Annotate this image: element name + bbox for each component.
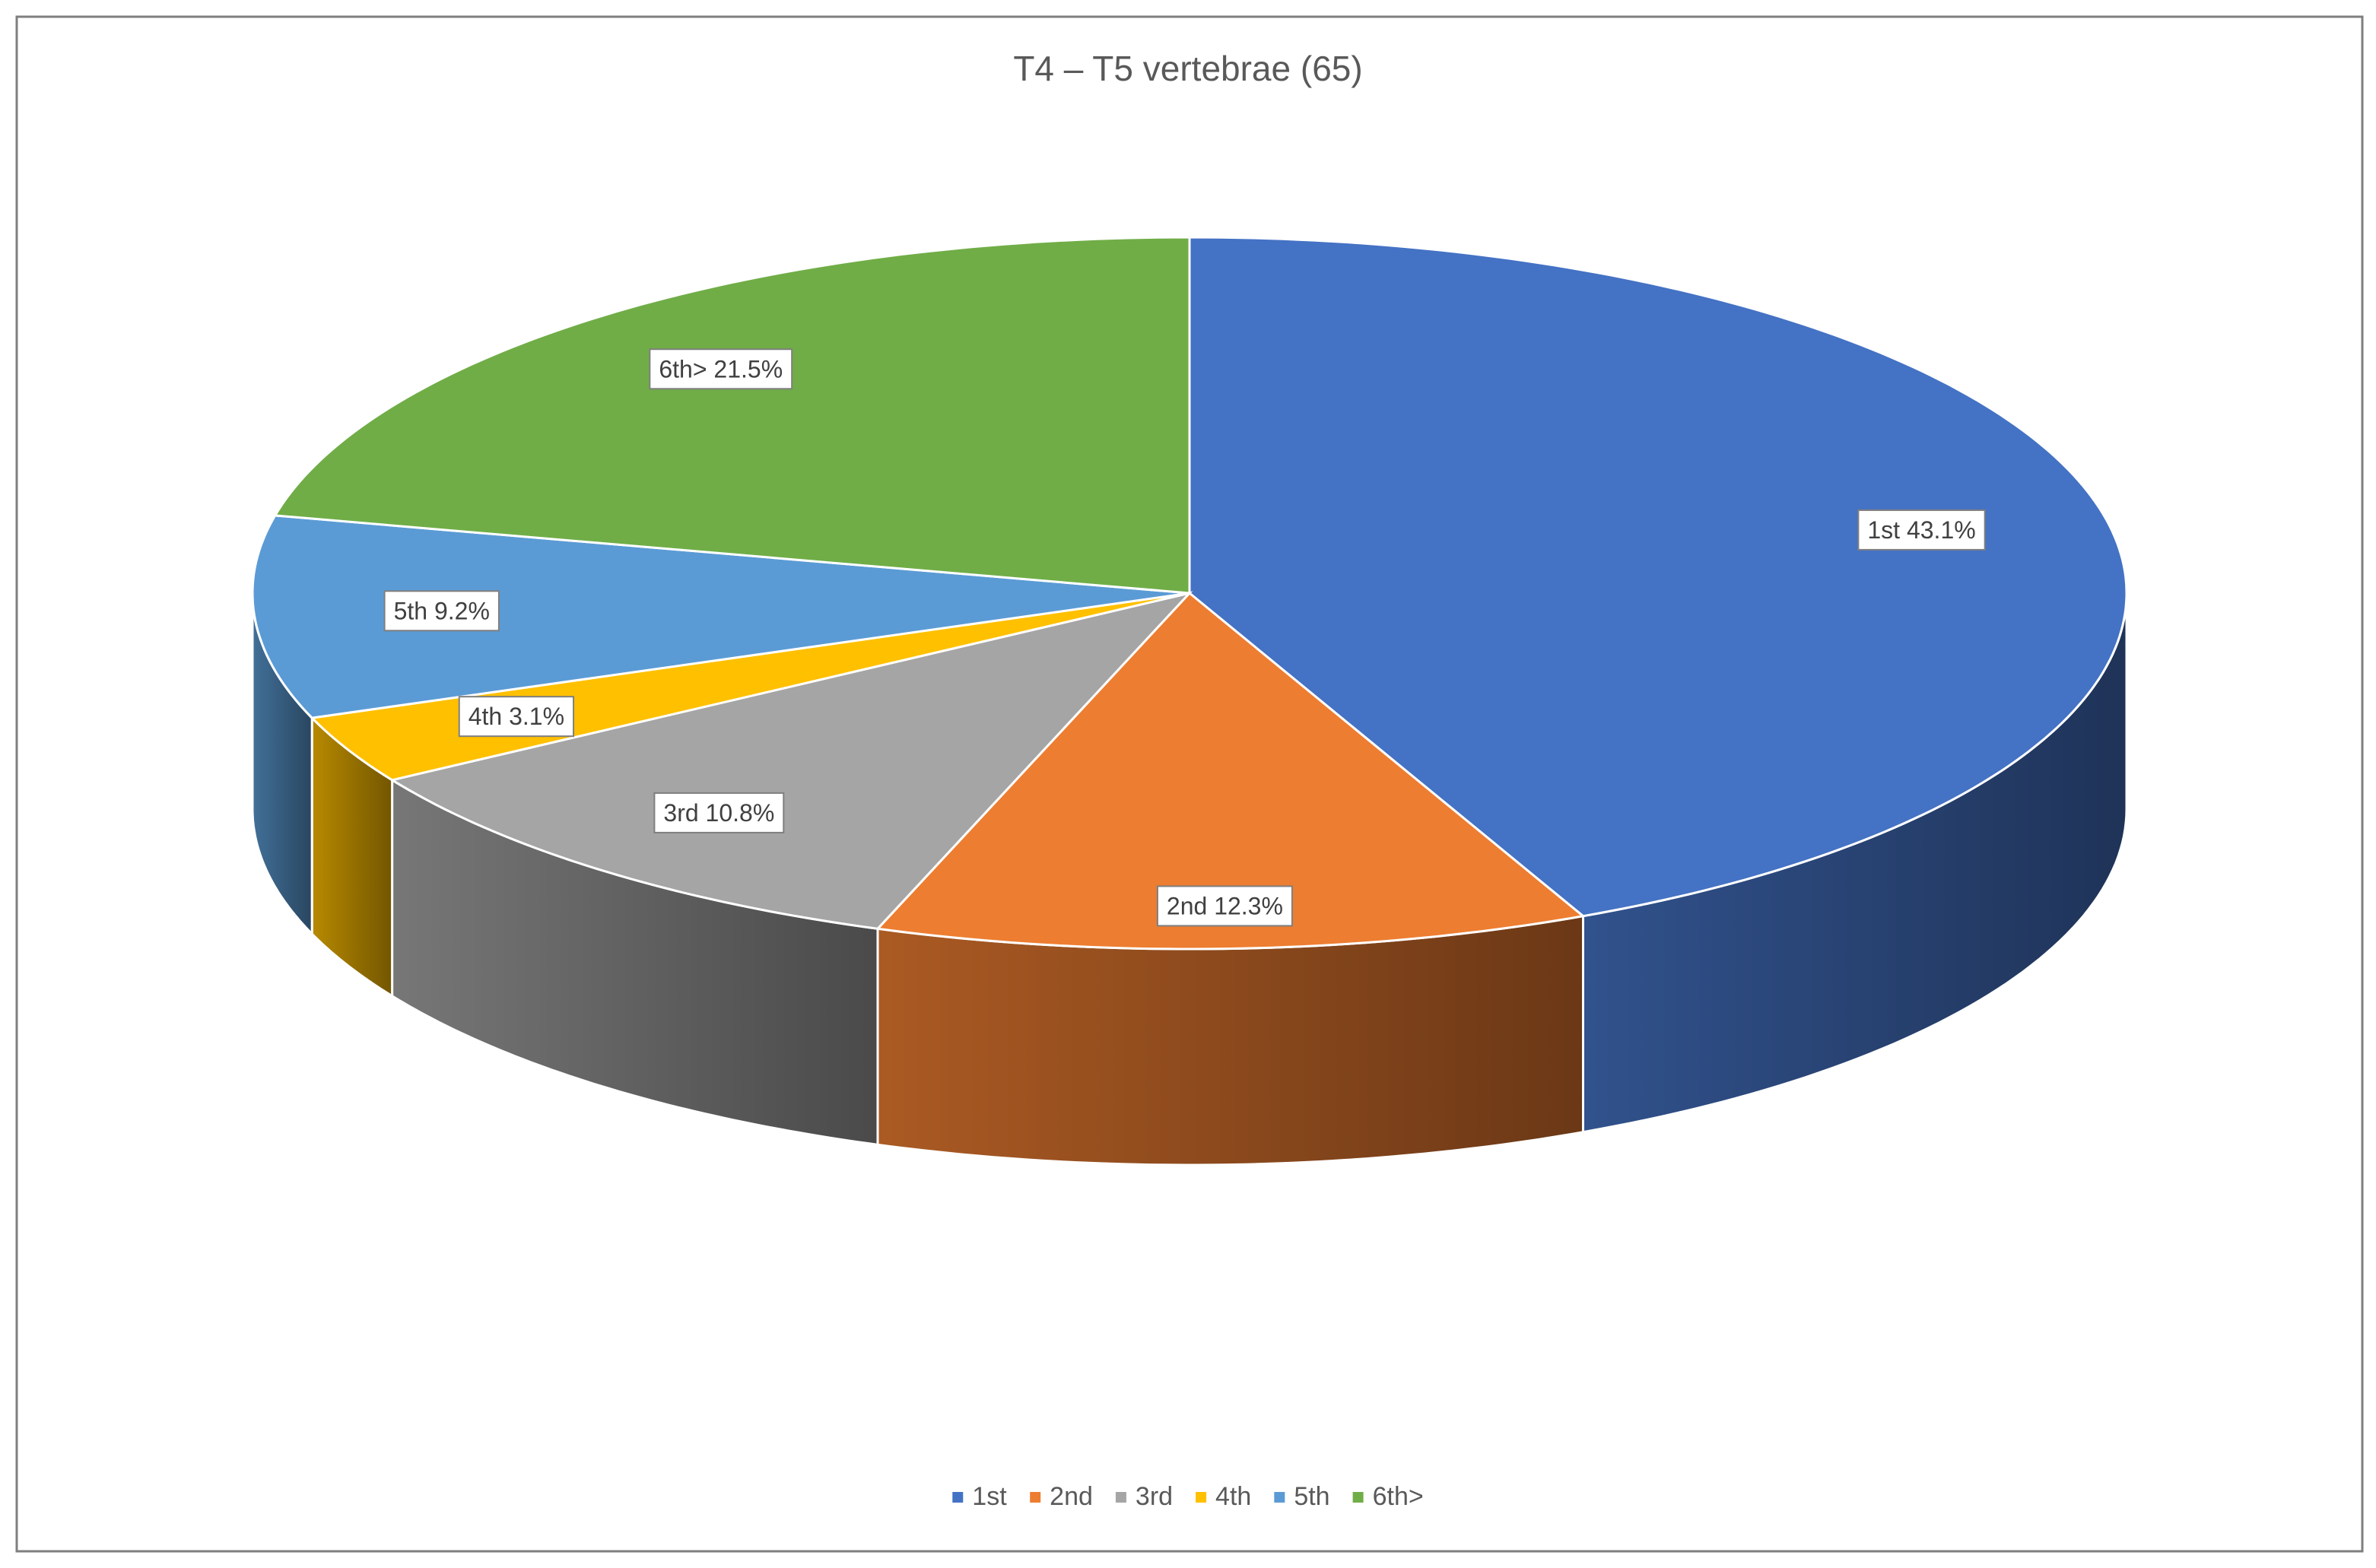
slice — [389, 591, 1193, 930]
data-label: 3rd 10.8% — [663, 799, 774, 827]
legend-swatch — [952, 1492, 964, 1503]
legend-swatch — [1196, 1492, 1207, 1503]
data-labels: 1st 43.1% 2nd 12.3% 3rd 10.8% 4th 3.1% 5th 9… — [383, 348, 1986, 927]
data-label: 6th> 21.5% — [659, 355, 783, 382]
slice — [273, 236, 1191, 595]
slice — [251, 514, 1190, 719]
data-label: 2nd 12.3% — [1167, 892, 1283, 919]
legend-swatch — [1030, 1492, 1041, 1503]
pie-tops — [251, 236, 2128, 951]
data-label: 5th 9.2% — [394, 597, 490, 624]
data-label-box — [383, 590, 500, 632]
chart-title: T4 – T5 vertebrae (65) — [1013, 49, 1362, 88]
data-label-box — [458, 696, 575, 738]
data-label-box — [1156, 885, 1293, 927]
data-label-box — [653, 792, 785, 833]
data-label: 4th 3.1% — [469, 703, 564, 730]
legend-label: 6th> — [1373, 1482, 1424, 1511]
slice — [1188, 236, 2128, 918]
legend-label: 4th — [1215, 1482, 1251, 1511]
legend-swatch — [1274, 1492, 1285, 1503]
legend-label: 5th — [1294, 1482, 1329, 1511]
data-label: 1st 43.1% — [1867, 516, 1975, 544]
legend: 1st 2nd 3rd 4th 5th 6th> — [952, 1482, 1424, 1511]
data-label-box — [649, 348, 793, 390]
slice — [875, 591, 1586, 951]
legend-swatch — [1115, 1492, 1126, 1503]
legend-label: 3rd — [1136, 1482, 1173, 1511]
legend-label: 2nd — [1050, 1482, 1093, 1511]
data-label-box — [1857, 509, 1986, 551]
legend-label: 1st — [972, 1482, 1007, 1511]
legend-swatch — [1352, 1492, 1364, 1503]
slice-side — [876, 914, 1584, 1166]
